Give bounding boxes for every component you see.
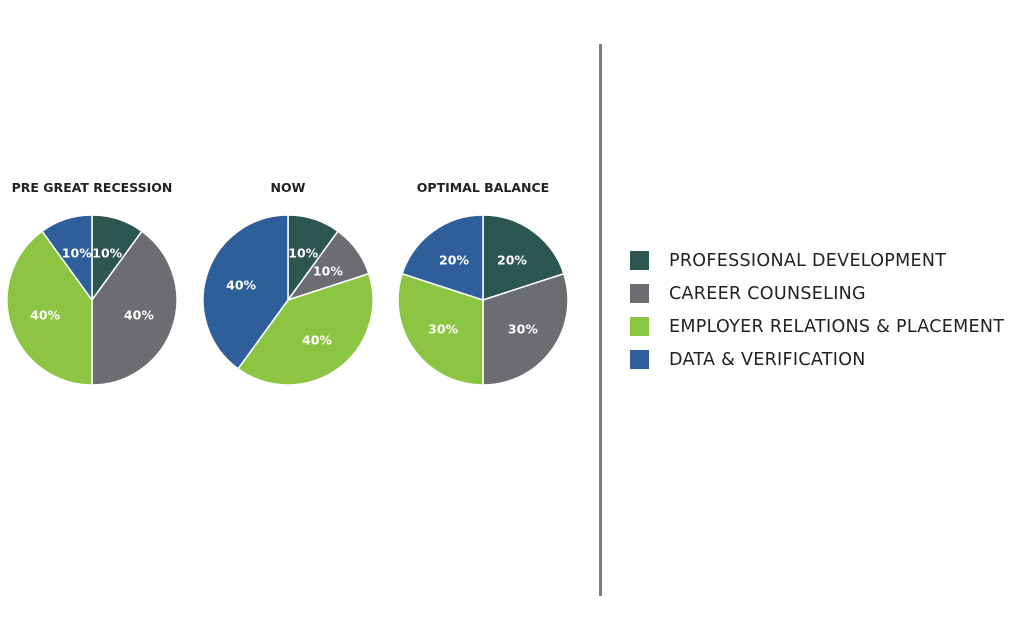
legend-swatch xyxy=(630,284,649,303)
chart-title: NOW xyxy=(271,180,306,195)
slice-label: 40% xyxy=(30,308,60,323)
pie-slice xyxy=(202,214,289,370)
pie-chart-optimal-balance: OPTIMAL BALANCE 20% 30% 30% 20% xyxy=(397,180,569,386)
pie-slice xyxy=(237,272,374,386)
legend-swatch xyxy=(630,350,649,369)
slice-label: 20% xyxy=(497,253,527,268)
pie-slice xyxy=(482,214,565,301)
legend-swatch xyxy=(630,317,649,336)
pie-chart-pre-great-recession: PRE GREAT RECESSION 10% 40% 40% 10% xyxy=(6,180,178,386)
legend-item-employer-relations: EMPLOYER RELATIONS & PLACEMENT xyxy=(630,310,1004,343)
chart-title: PRE GREAT RECESSION xyxy=(12,180,173,195)
legend-item-career-counseling: CAREER COUNSELING xyxy=(630,277,1004,310)
legend-label: PROFESSIONAL DEVELOPMENT xyxy=(669,250,947,271)
slice-label: 30% xyxy=(508,321,538,336)
slice-label: 40% xyxy=(226,277,256,292)
legend-label: EMPLOYER RELATIONS & PLACEMENT xyxy=(669,316,1005,337)
pie-slice xyxy=(397,272,484,386)
vertical-divider xyxy=(599,44,602,596)
slice-label: 40% xyxy=(124,308,154,323)
legend-item-professional-development: PROFESSIONAL DEVELOPMENT xyxy=(630,244,1004,277)
slice-label: 10% xyxy=(62,246,92,261)
slice-label: 40% xyxy=(302,332,332,347)
pie-chart-now: NOW 10% 10% 40% 40% xyxy=(202,180,374,386)
legend-swatch xyxy=(630,251,649,270)
pie-slice xyxy=(401,214,484,301)
pie-slice xyxy=(482,272,569,386)
pie-slice xyxy=(41,214,93,301)
legend-label: CAREER COUNSELING xyxy=(669,283,866,304)
pie-slice xyxy=(6,230,93,386)
chart-title: OPTIMAL BALANCE xyxy=(417,180,549,195)
slice-label: 30% xyxy=(428,321,458,336)
legend-label: DATA & VERIFICATION xyxy=(669,349,866,370)
slice-label: 10% xyxy=(313,264,343,279)
legend: PROFESSIONAL DEVELOPMENT CAREER COUNSELI… xyxy=(630,244,1004,376)
pie-charts: PRE GREAT RECESSION 10% 40% 40% 10% NOW 10%… xyxy=(6,180,569,386)
slice-label: 10% xyxy=(92,246,122,261)
legend-item-data-verification: DATA & VERIFICATION xyxy=(630,343,1004,376)
slice-label: 20% xyxy=(439,253,469,268)
slice-label: 10% xyxy=(288,246,318,261)
pie-slice xyxy=(91,230,178,386)
